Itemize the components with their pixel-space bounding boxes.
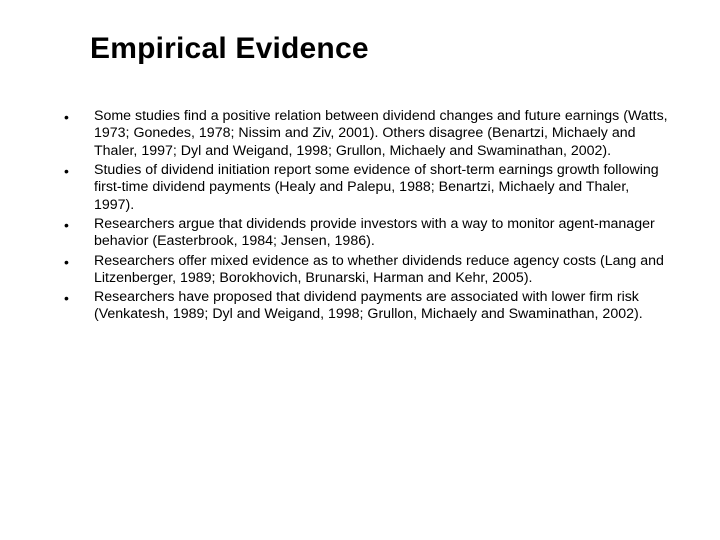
list-item: • Researchers argue that dividends provi… [64, 216, 670, 251]
slide: Empirical Evidence • Some studies find a… [0, 0, 720, 540]
list-item: • Studies of dividend initiation report … [64, 162, 670, 214]
bullet-icon: • [64, 253, 94, 271]
bullet-icon: • [64, 289, 94, 307]
bullet-text: Researchers offer mixed evidence as to w… [94, 253, 670, 288]
bullet-text: Researchers have proposed that dividend … [94, 289, 670, 324]
list-item: • Researchers have proposed that dividen… [64, 289, 670, 324]
bullet-list: • Some studies find a positive relation … [50, 108, 670, 324]
bullet-icon: • [64, 108, 94, 126]
list-item: • Researchers offer mixed evidence as to… [64, 253, 670, 288]
bullet-icon: • [64, 162, 94, 180]
bullet-text: Studies of dividend initiation report so… [94, 162, 670, 214]
bullet-icon: • [64, 216, 94, 234]
list-item: • Some studies find a positive relation … [64, 108, 670, 160]
bullet-text: Researchers argue that dividends provide… [94, 216, 670, 251]
slide-title: Empirical Evidence [90, 32, 670, 66]
bullet-text: Some studies find a positive relation be… [94, 108, 670, 160]
